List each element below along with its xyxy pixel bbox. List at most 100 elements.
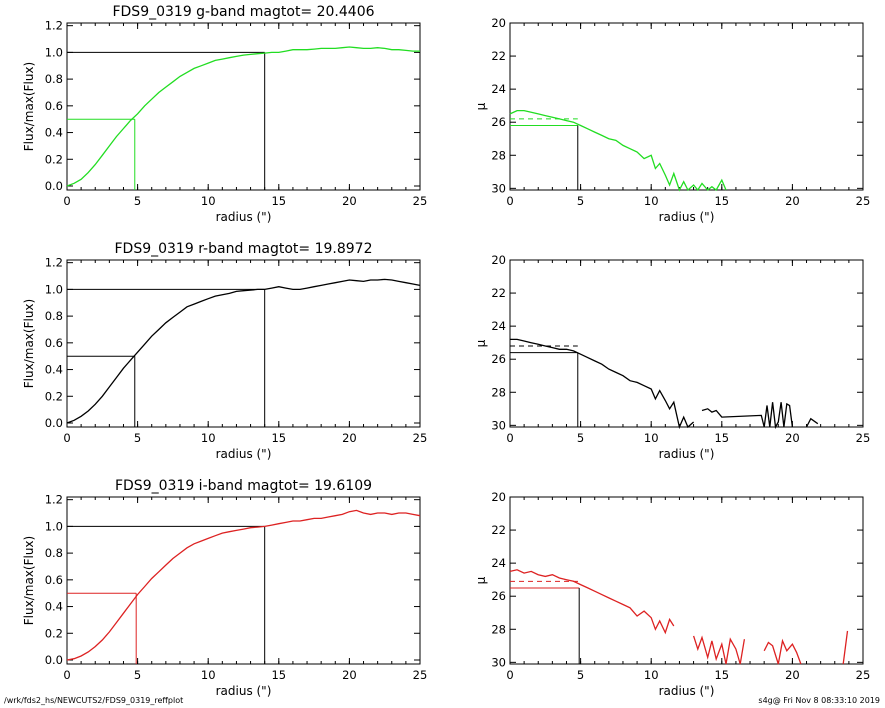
y-tick-label: 26	[491, 352, 506, 366]
y-tick-label: 26	[491, 589, 506, 603]
y-tick-label: 22	[491, 523, 506, 537]
x-axis-label: radius (")	[216, 210, 272, 224]
x-tick-label: 20	[342, 431, 357, 445]
x-axis-label: radius (")	[216, 447, 272, 461]
x-tick-label: 25	[856, 431, 871, 445]
y-tick-label: 0.0	[45, 416, 63, 430]
x-tick-label: 0	[506, 431, 513, 445]
x-tick-label: 20	[342, 194, 357, 208]
y-axis-label: μ	[474, 339, 488, 347]
y-tick-label: 20	[491, 490, 506, 504]
x-tick-label: 10	[201, 194, 216, 208]
x-tick-label: 15	[714, 431, 729, 445]
y-tick-label: 0.4	[45, 600, 63, 614]
axes-frame	[66, 496, 421, 665]
y-tick-label: 28	[491, 622, 506, 636]
x-tick-label: 0	[63, 431, 70, 445]
y-tick-label: 1.2	[45, 256, 63, 270]
series-line-1	[509, 569, 849, 665]
axes-frame	[66, 259, 421, 428]
x-tick-label: 25	[413, 668, 428, 682]
x-tick-label: 10	[644, 194, 659, 208]
footer-path-text: /wrk/fds2_hs/NEWCUTS2/FDS9_0319_reffplot	[4, 696, 184, 705]
x-tick-label: 25	[856, 668, 871, 682]
x-axis-label: radius (")	[659, 210, 715, 224]
x-axis-label: radius (")	[659, 447, 715, 461]
axes-frame	[509, 259, 864, 428]
y-tick-label: 30	[491, 418, 506, 432]
x-tick-label: 25	[413, 431, 428, 445]
x-axis-label: radius (")	[659, 684, 715, 698]
y-tick-label: 26	[491, 115, 506, 129]
x-tick-label: 0	[63, 194, 70, 208]
y-tick-label: 0.8	[45, 72, 63, 86]
x-tick-label: 15	[714, 668, 729, 682]
x-tick-label: 25	[413, 194, 428, 208]
x-tick-label: 20	[342, 668, 357, 682]
series-line-1	[510, 338, 819, 430]
y-tick-label: 1.2	[45, 493, 63, 507]
y-tick-label: 1.0	[45, 282, 63, 296]
y-tick-label: 0.6	[45, 573, 63, 587]
footer-timestamp-text: s4g@ Fri Nov 8 08:33:10 2019	[758, 696, 880, 705]
x-tick-label: 5	[577, 194, 584, 208]
x-tick-label: 20	[785, 194, 800, 208]
y-tick-label: 0.0	[45, 653, 63, 667]
y-tick-label: 0.2	[45, 152, 63, 166]
x-tick-label: 0	[506, 668, 513, 682]
y-tick-label: 28	[491, 385, 506, 399]
x-tick-label: 5	[577, 668, 584, 682]
x-tick-label: 10	[201, 431, 216, 445]
y-tick-label: 30	[491, 181, 506, 195]
chart-title: FDS9_0319 i-band magtot= 19.6109	[115, 478, 372, 494]
y-tick-label: 0.0	[45, 179, 63, 193]
x-tick-label: 15	[271, 431, 286, 445]
y-tick-label: 0.8	[45, 546, 63, 560]
y-tick-label: 30	[491, 655, 506, 669]
x-tick-label: 15	[271, 668, 286, 682]
series-line-1	[66, 509, 421, 661]
chart-panel-1: FDS9_0319 g-band magtot= 20.4406 0 5 10 15 20…	[22, 4, 427, 224]
x-tick-label: 15	[714, 194, 729, 208]
y-tick-label: 28	[491, 148, 506, 162]
y-tick-label: 22	[491, 286, 506, 300]
x-tick-label: 5	[134, 194, 141, 208]
y-tick-label: 0.4	[45, 363, 63, 377]
x-tick-label: 5	[134, 431, 141, 445]
x-axis-label: radius (")	[216, 684, 272, 698]
y-tick-label: 24	[491, 82, 506, 96]
axes-frame	[509, 496, 864, 665]
series-line-1	[509, 109, 727, 192]
series-line-1	[66, 46, 420, 187]
y-tick-label: 1.0	[45, 519, 63, 533]
y-axis-label: Flux/max(Flux)	[22, 299, 36, 388]
series-line-1	[66, 278, 421, 424]
y-tick-label: 0.4	[45, 126, 63, 140]
x-tick-label: 5	[577, 431, 584, 445]
axes-frame	[509, 22, 864, 191]
x-tick-label: 5	[134, 668, 141, 682]
y-tick-label: 24	[491, 556, 506, 570]
y-tick-label: 0.6	[45, 336, 63, 350]
chart-panel-5: FDS9_0319 i-band magtot= 19.6109 0 5 10 15 20…	[22, 478, 427, 698]
y-tick-label: 0.2	[45, 626, 63, 640]
chart-panel-6: 0 5 10 15 20 25 20 22 24 26 28 30 radius (") μ	[474, 490, 870, 698]
y-tick-label: 0.2	[45, 389, 63, 403]
y-axis-label: Flux/max(Flux)	[22, 62, 36, 151]
axes-frame	[66, 22, 421, 191]
y-tick-label: 20	[491, 253, 506, 267]
x-tick-label: 10	[644, 431, 659, 445]
y-tick-label: 20	[491, 16, 506, 30]
y-axis-label: Flux/max(Flux)	[22, 536, 36, 625]
y-tick-label: 1.2	[45, 19, 63, 33]
y-axis-label: μ	[474, 102, 488, 110]
chart-panel-2: 0 5 10 15 20 25 20 22 24 26 28 30 radius (") μ	[474, 16, 870, 224]
y-tick-label: 0.6	[45, 99, 63, 113]
chart-panel-4: 0 5 10 15 20 25 20 22 24 26 28 30 radius (") μ	[474, 253, 870, 461]
chart-panel-3: FDS9_0319 r-band magtot= 19.8972 0 5 10 15 20…	[22, 241, 427, 461]
x-tick-label: 10	[644, 668, 659, 682]
x-tick-label: 0	[506, 194, 513, 208]
x-tick-label: 25	[856, 194, 871, 208]
x-tick-label: 0	[63, 668, 70, 682]
